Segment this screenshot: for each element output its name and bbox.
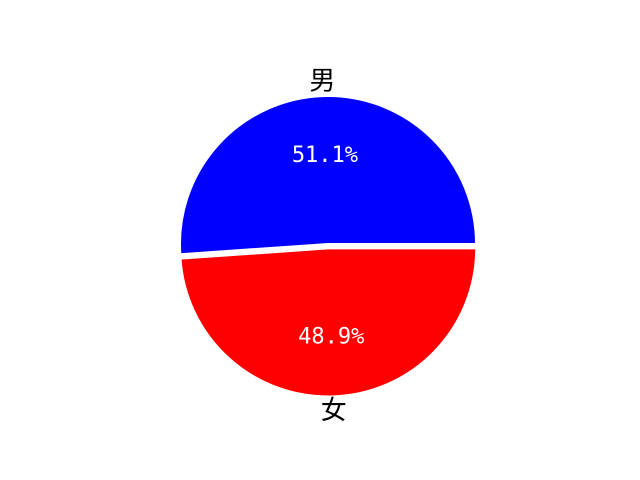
- pie-slice-2: [179, 247, 478, 398]
- pie-labels: 男 51.1% 女 48.9%: [292, 66, 365, 426]
- slice-label-1: 男: [309, 66, 335, 96]
- percent-label-2: 48.9%: [298, 325, 364, 350]
- slice-label-2: 女: [321, 396, 347, 426]
- percent-label-1: 51.1%: [292, 143, 358, 168]
- pie-slices: [179, 95, 478, 398]
- pie-slice-1: [179, 95, 478, 256]
